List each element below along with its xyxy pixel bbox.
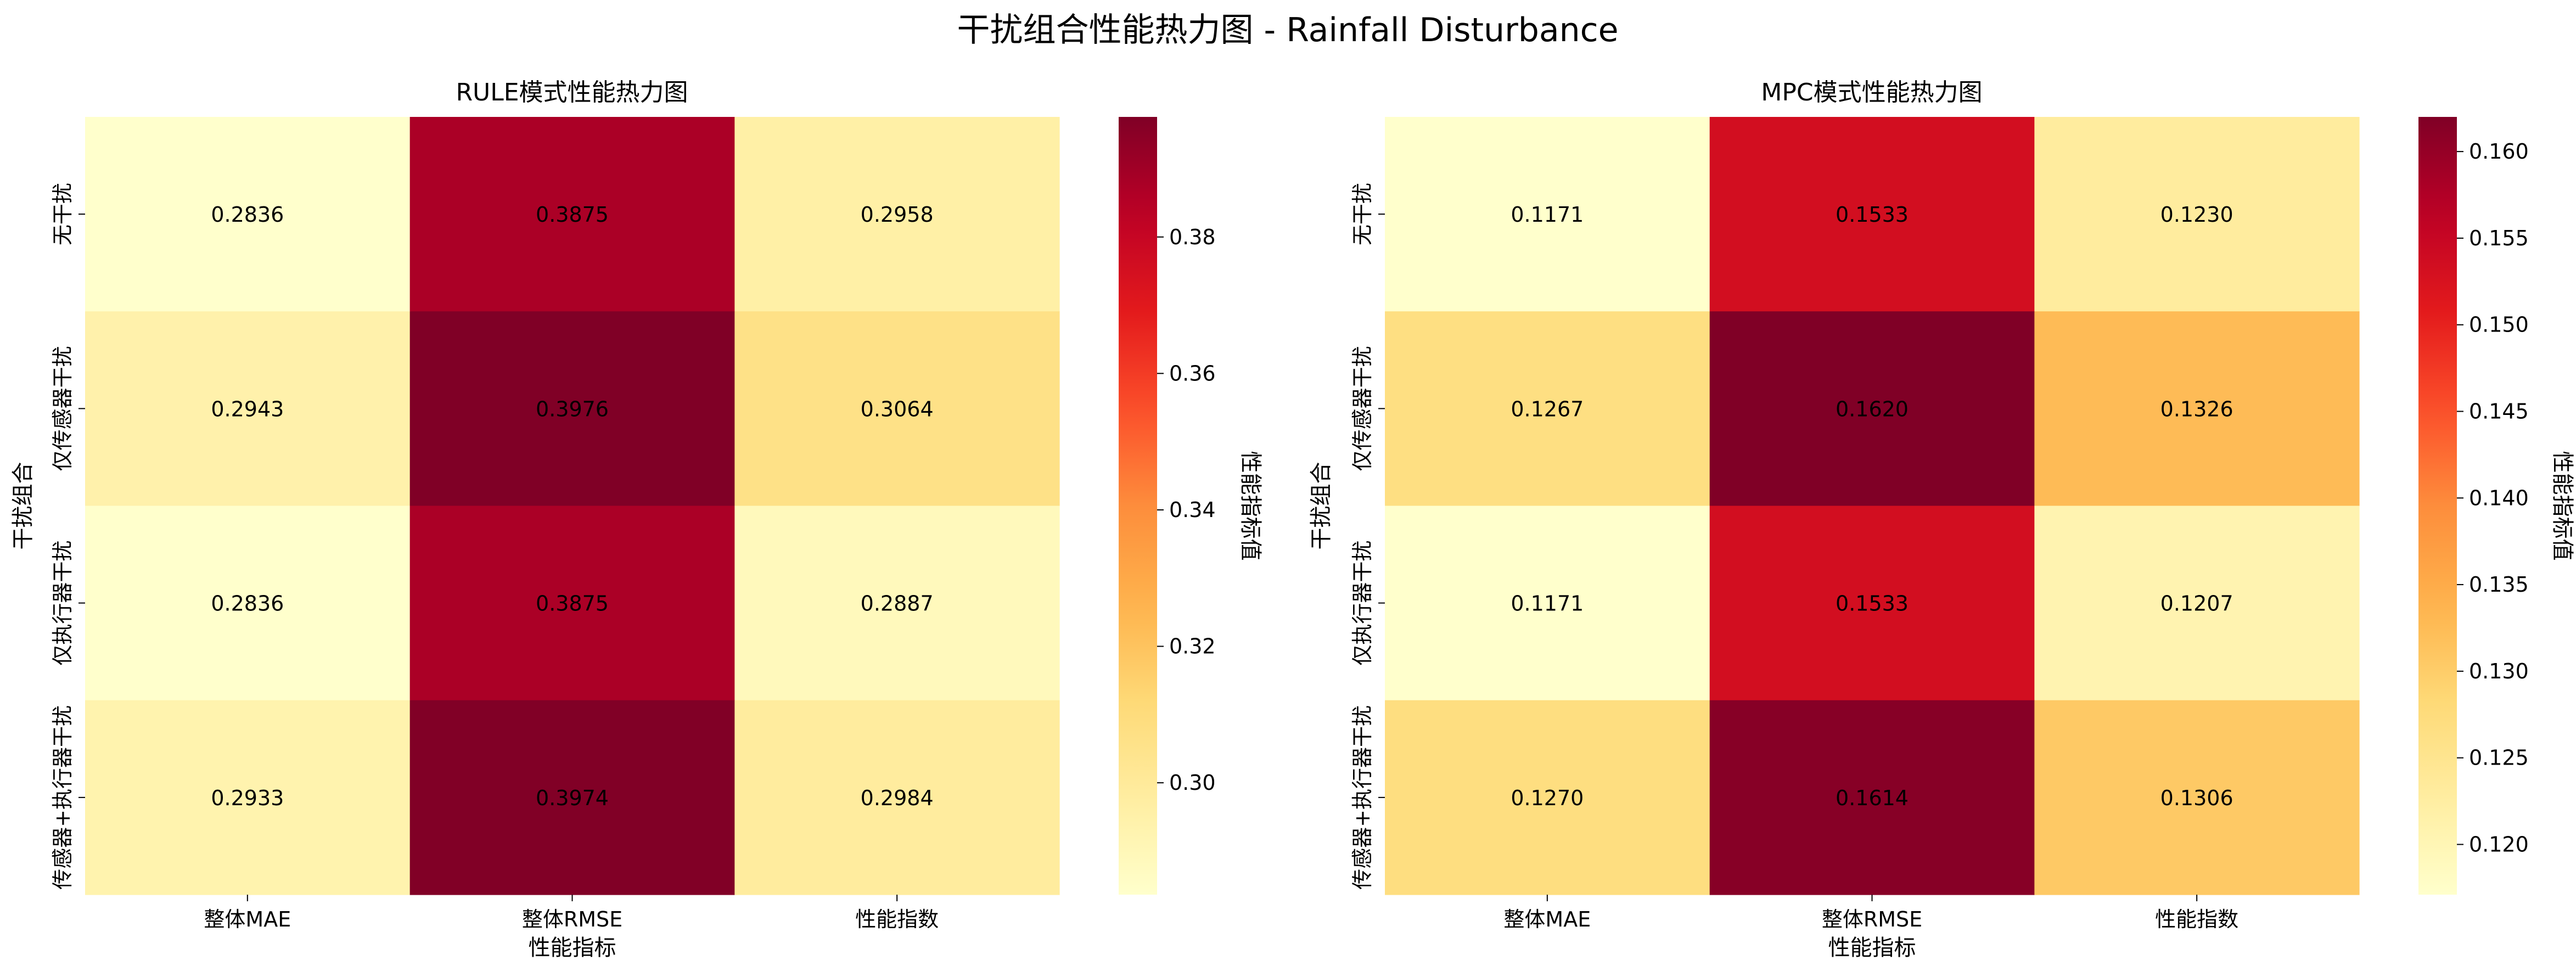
heatmap-cell [409, 117, 735, 312]
y-tick-label: 仅执行器干扰 [1350, 541, 1374, 666]
cell-value-label: 0.1533 [1836, 592, 1909, 616]
heatmap-cell [1709, 311, 2035, 507]
heatmap-panel-1: RULE模式性能热力图 0.2836 0.3875 0.2958 0.2943 0.397… [10, 78, 1263, 961]
cell-value-label: 0.1620 [1836, 397, 1909, 421]
colorbar-tick-label: 0.125 [2469, 746, 2529, 770]
cell-value-label: 0.3976 [536, 397, 609, 421]
heatmap-cell [1385, 117, 1710, 312]
heatmap-cell [734, 506, 1060, 701]
colorbar [1119, 117, 1157, 895]
cell-value-label: 0.3875 [536, 203, 609, 227]
y-axis-label: 干扰组合 [10, 462, 36, 550]
heatmap-cell [85, 700, 411, 895]
heatmap-cell [409, 700, 735, 895]
heatmap-cell [85, 117, 411, 312]
colorbar-tick-label: 0.135 [2469, 572, 2529, 597]
colorbar-tick-label: 0.150 [2469, 313, 2529, 337]
cell-value-label: 0.1207 [2160, 592, 2233, 616]
colorbar-tick-label: 0.130 [2469, 659, 2529, 683]
y-tick-label: 传感器+执行器干扰 [1350, 705, 1374, 890]
cell-value-label: 0.2836 [211, 203, 284, 227]
cell-value-label: 0.2943 [211, 397, 284, 421]
heatmap-cell [1709, 700, 2035, 895]
colorbar-tick-label: 0.36 [1169, 361, 1216, 385]
cell-value-label: 0.1270 [1511, 786, 1584, 810]
cell-value-label: 0.3875 [536, 592, 609, 616]
x-tick-label: 整体MAE [204, 907, 291, 931]
heatmap-cell [734, 311, 1060, 507]
cell-value-label: 0.2836 [211, 592, 284, 616]
heatmap-cell [1385, 506, 1710, 701]
x-axis-label: 性能指标 [529, 935, 616, 961]
x-tick-label: 整体MAE [1503, 907, 1591, 931]
colorbar-tick-label: 0.32 [1169, 635, 1216, 659]
colorbar [2418, 117, 2457, 895]
colorbar-label: 性能指标值 [1238, 451, 1263, 561]
y-tick-label: 仅传感器干扰 [50, 346, 75, 471]
x-tick-label: 性能指数 [2155, 907, 2238, 931]
x-tick-label: 整体RMSE [1822, 907, 1922, 931]
heatmap-cell [1385, 311, 1710, 507]
cell-value-label: 0.1306 [2160, 786, 2233, 810]
heatmap-cell [2034, 700, 2360, 895]
heatmap-cell [1709, 506, 2035, 701]
heatmap-cell [85, 311, 411, 507]
cell-value-label: 0.1230 [2160, 203, 2233, 227]
colorbar-tick-label: 0.155 [2469, 226, 2529, 250]
heatmap-cell [734, 117, 1060, 312]
x-tick-label: 整体RMSE [522, 907, 622, 931]
heatmap-cell [734, 700, 1060, 895]
heatmap-cell [1709, 117, 2035, 312]
cell-value-label: 0.1614 [1836, 786, 1909, 810]
heatmap-cell [2034, 117, 2360, 312]
cell-value-label: 0.1533 [1836, 203, 1909, 227]
y-tick-label: 无干扰 [1350, 183, 1374, 245]
cell-value-label: 0.2887 [861, 592, 934, 616]
heatmap-cell [409, 506, 735, 701]
cell-value-label: 0.2933 [211, 786, 284, 810]
y-tick-label: 无干扰 [50, 183, 75, 245]
colorbar-label: 性能指标值 [2550, 451, 2575, 561]
colorbar-tick-label: 0.140 [2469, 486, 2529, 510]
colorbar-tick-label: 0.38 [1169, 225, 1216, 249]
cell-value-label: 0.1171 [1511, 592, 1584, 616]
y-tick-label: 传感器+执行器干扰 [50, 705, 75, 890]
colorbar-tick-label: 0.30 [1169, 771, 1216, 795]
cell-value-label: 0.2958 [861, 203, 934, 227]
heatmap-cell [85, 506, 411, 701]
panel-title: RULE模式性能热力图 [456, 78, 688, 106]
heatmap-cell [1385, 700, 1710, 895]
y-tick-label: 仅执行器干扰 [50, 541, 75, 666]
colorbar-tick-label: 0.120 [2469, 832, 2529, 856]
cell-value-label: 0.3974 [536, 786, 609, 810]
cell-value-label: 0.1171 [1511, 203, 1584, 227]
colorbar-tick-label: 0.145 [2469, 400, 2529, 424]
colorbar-tick-label: 0.34 [1169, 498, 1216, 522]
heatmap-cell [2034, 506, 2360, 701]
heatmap-cell [2034, 311, 2360, 507]
y-tick-label: 仅传感器干扰 [1350, 346, 1374, 471]
cell-value-label: 0.3064 [861, 397, 934, 421]
x-tick-label: 性能指数 [855, 907, 939, 931]
panel-title: MPC模式性能热力图 [1761, 78, 1982, 106]
cell-value-label: 0.2984 [861, 786, 934, 810]
y-axis-label: 干扰组合 [1309, 462, 1334, 550]
heatmap-panel-2: MPC模式性能热力图 0.1171 0.1533 0.1230 0.1267 0.1620… [1309, 78, 2575, 961]
heatmap-cell [409, 311, 735, 507]
cell-value-label: 0.1326 [2160, 397, 2233, 421]
colorbar-tick-label: 0.160 [2469, 139, 2529, 164]
figure-title: 干扰组合性能热力图 - Rainfall Disturbance [957, 11, 1618, 49]
x-axis-label: 性能指标 [1828, 935, 1916, 961]
cell-value-label: 0.1267 [1511, 397, 1584, 421]
